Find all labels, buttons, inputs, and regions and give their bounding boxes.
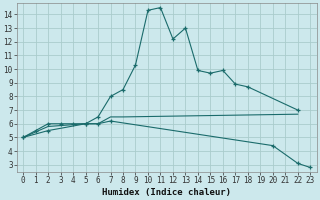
X-axis label: Humidex (Indice chaleur): Humidex (Indice chaleur) [102, 188, 231, 197]
